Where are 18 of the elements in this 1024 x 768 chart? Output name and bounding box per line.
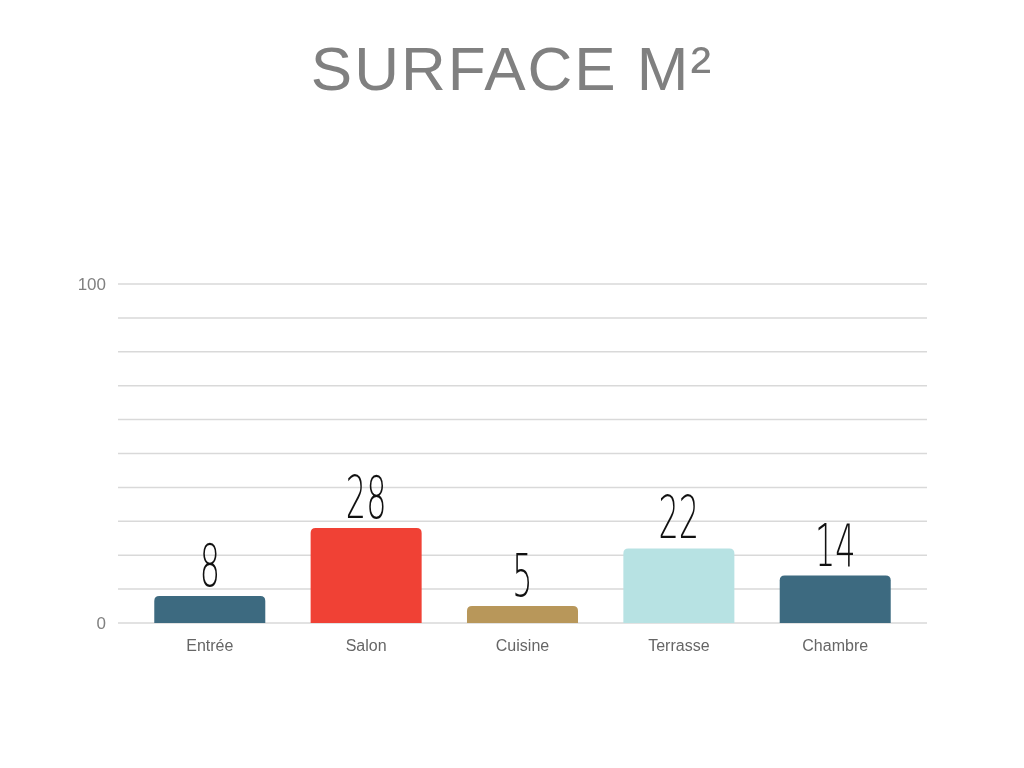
- x-tick-label: Cuisine: [495, 637, 550, 654]
- data-label: 22: [658, 485, 700, 553]
- bar: [623, 548, 735, 623]
- x-tick-label: Entrée: [186, 637, 234, 654]
- bar: [779, 575, 891, 623]
- bar: [466, 606, 579, 623]
- data-label: 8: [199, 532, 220, 600]
- data-label: 5: [512, 542, 533, 610]
- y-tick-label: 100: [77, 275, 106, 294]
- x-tick-label: Chambre: [802, 637, 869, 654]
- data-label: 14: [814, 512, 856, 580]
- bar: [154, 595, 266, 623]
- x-tick-label: Salon: [345, 637, 387, 654]
- data-label: 28: [345, 464, 387, 532]
- y-tick-label: 0: [96, 614, 106, 633]
- x-tick-label: Terrasse: [648, 637, 710, 654]
- bar: [310, 528, 422, 623]
- chart-title: SURFACE M²: [310, 34, 714, 103]
